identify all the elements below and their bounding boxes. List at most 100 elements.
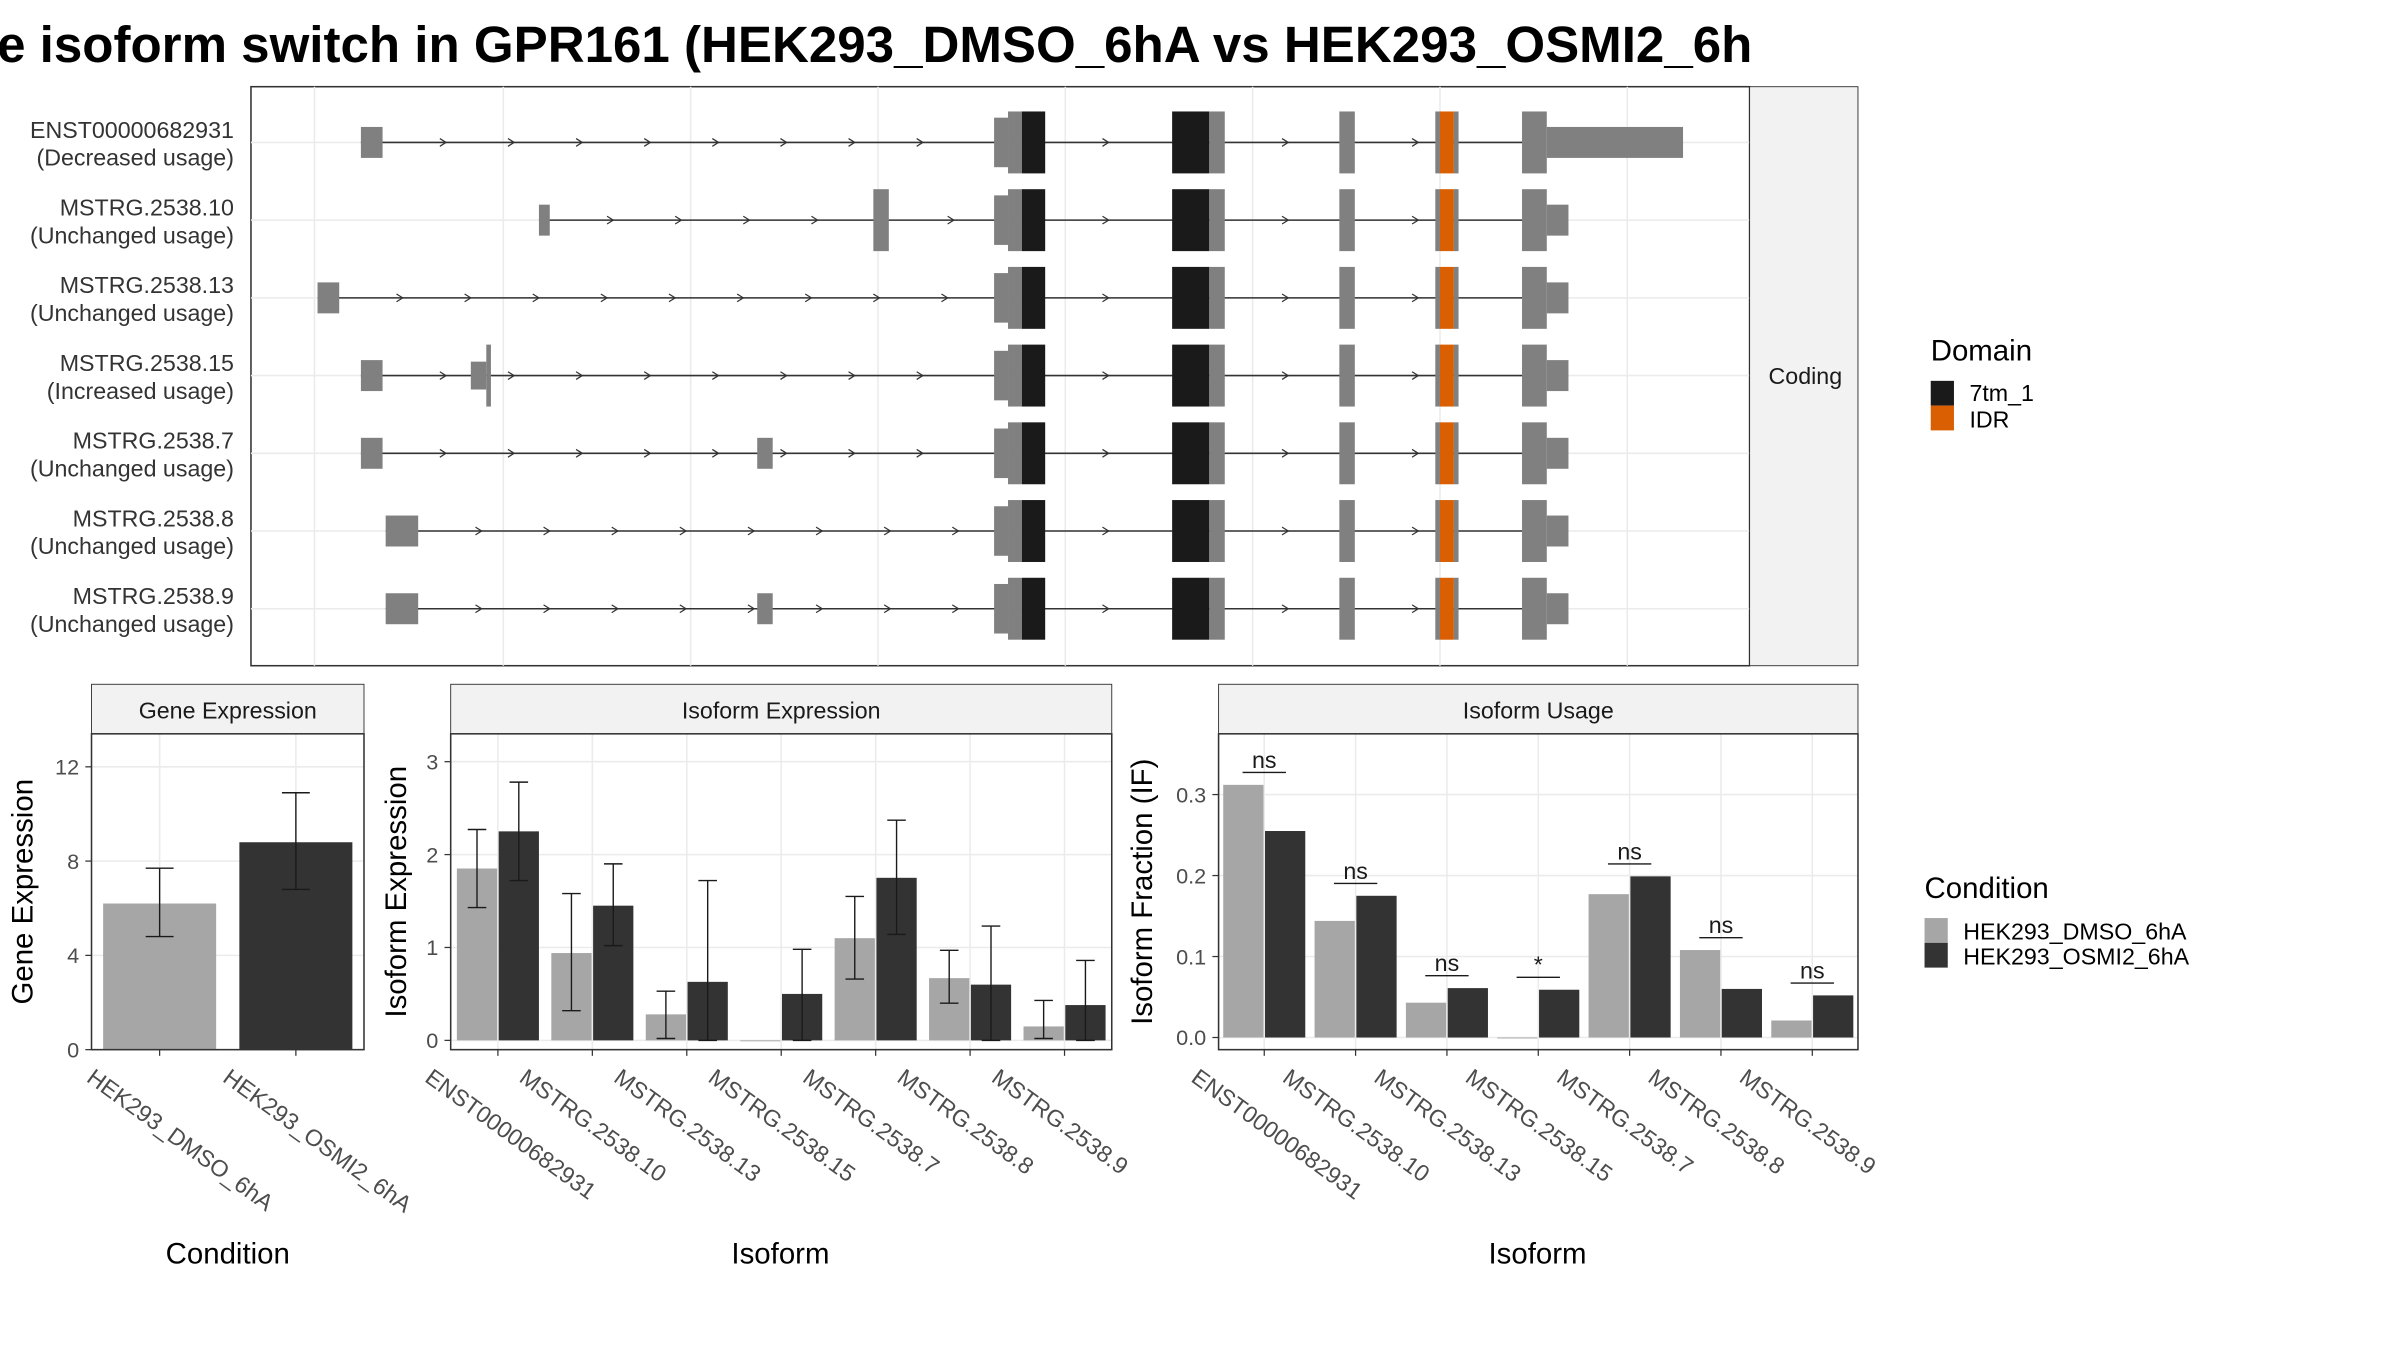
panel-border xyxy=(1217,733,1859,1051)
exon-utr xyxy=(994,273,1009,323)
intron-arrow xyxy=(575,138,584,147)
intron-arrow xyxy=(1281,138,1290,147)
exon-utr xyxy=(994,506,1009,556)
exon-utr xyxy=(994,195,1009,245)
exon-cds xyxy=(1453,577,1459,640)
exon-utr xyxy=(360,437,383,469)
exon-utr xyxy=(1546,126,1684,158)
domain-7tm-block xyxy=(1021,577,1046,640)
isoform-row: MSTRG.2538.10(Unchanged usage) xyxy=(30,189,1750,252)
bar xyxy=(1356,895,1397,1038)
domain-7tm-block xyxy=(1172,266,1210,329)
exon-cds xyxy=(1522,266,1547,329)
isoform-label: MSTRG.2538.8 xyxy=(73,505,234,531)
intron-arrow xyxy=(1281,448,1290,458)
intron-arrow xyxy=(815,526,824,536)
isoform-usage-label: (Unchanged usage) xyxy=(30,300,234,326)
exon-cds xyxy=(1435,344,1440,407)
intron-arrow xyxy=(711,138,720,147)
intron-arrow xyxy=(1411,215,1420,225)
intron-arrow xyxy=(1411,526,1420,536)
intron-arrow xyxy=(811,215,819,225)
bar xyxy=(1721,988,1762,1038)
exon-utr xyxy=(360,360,383,392)
domain-legend-title: Domain xyxy=(1931,335,2032,368)
intron-arrow xyxy=(1281,604,1290,614)
intron-arrow xyxy=(1411,371,1420,380)
bar xyxy=(1539,989,1580,1038)
exon-utr xyxy=(470,361,487,390)
intron-arrow xyxy=(711,448,720,458)
panel-strip xyxy=(450,683,1113,735)
intron-arrow xyxy=(643,138,652,147)
exon-cds xyxy=(1522,422,1547,485)
x-axis-title: Isoform xyxy=(731,1237,829,1270)
exon-utr xyxy=(994,583,1009,634)
intron-arrow xyxy=(611,604,620,614)
isoform-usage-label: (Unchanged usage) xyxy=(30,222,234,248)
bar xyxy=(1679,950,1721,1038)
intron-arrow xyxy=(507,371,516,380)
intron-arrow xyxy=(780,448,788,458)
x-axis-title: Condition xyxy=(166,1237,290,1270)
exon-cds xyxy=(1522,111,1547,174)
exon-utr xyxy=(385,593,419,625)
exon-utr xyxy=(1546,282,1569,314)
isoform-usage-label: (Unchanged usage) xyxy=(30,611,234,637)
isoform-label: ENST00000682931 xyxy=(30,117,234,143)
exon-utr xyxy=(994,117,1009,168)
exon-cds xyxy=(1209,500,1225,562)
intron-arrow xyxy=(873,293,881,303)
exon-cds xyxy=(1209,189,1225,252)
domain-7tm-block xyxy=(1021,344,1046,407)
bar xyxy=(1771,1020,1812,1038)
intron-arrow xyxy=(1102,526,1110,536)
isoform-row: MSTRG.2538.9(Unchanged usage) xyxy=(30,577,1750,640)
legend-label-idr: IDR xyxy=(1969,406,2009,432)
y-axis-title: Isoform Fraction (IF) xyxy=(1126,759,1159,1025)
y-tick-label: 0.0 xyxy=(1176,1025,1206,1050)
exon-cds xyxy=(1008,422,1022,485)
y-tick-label: 0.3 xyxy=(1176,782,1206,807)
intron-arrow xyxy=(1102,604,1110,614)
intron-arrow xyxy=(883,604,892,614)
exon-utr xyxy=(1546,593,1569,625)
y-axis-title: Isoform Expression xyxy=(380,766,413,1018)
legend-label-7tm-1: 7tm_1 xyxy=(1969,380,2034,406)
domain-7tm-block xyxy=(1021,266,1046,329)
intron-arrow xyxy=(1102,138,1110,147)
intron-arrow xyxy=(916,138,925,147)
panel-border xyxy=(449,733,1113,1051)
y-tick-label: 1 xyxy=(426,935,438,960)
exon-utr xyxy=(1546,360,1569,392)
exon-utr xyxy=(1546,437,1569,469)
isoform-row: MSTRG.2538.8(Unchanged usage) xyxy=(30,500,1750,562)
isoform-label: MSTRG.2538.13 xyxy=(60,272,234,298)
exon-utr xyxy=(360,126,383,158)
intron-arrow xyxy=(606,215,615,225)
intron-arrow xyxy=(951,526,960,536)
plot-title: e isoform switch in GPR161 (HEK293_DMSO_… xyxy=(0,16,1752,73)
intron-arrow xyxy=(439,448,448,458)
exon-cds xyxy=(1453,422,1459,485)
exon-cds xyxy=(1522,500,1547,562)
domain-7tm-block xyxy=(1021,111,1046,174)
exon-cds xyxy=(1453,111,1459,174)
exon-cds xyxy=(1339,266,1355,329)
bar xyxy=(1223,784,1264,1038)
exon-cds xyxy=(1339,344,1355,407)
bar xyxy=(1630,876,1671,1038)
exon-cds xyxy=(1339,111,1355,174)
intron-arrow xyxy=(679,604,688,614)
domain-7tm-block xyxy=(1021,500,1046,562)
exon-cds xyxy=(1453,344,1459,407)
intron-arrow xyxy=(1411,138,1420,147)
intron-arrow xyxy=(475,526,483,536)
exon-cds xyxy=(1522,344,1547,407)
isoform-label: MSTRG.2538.10 xyxy=(60,195,234,221)
intron-arrow xyxy=(464,293,472,303)
y-tick-label: 0 xyxy=(426,1028,438,1053)
panel-strip xyxy=(91,683,365,735)
y-tick-label: 3 xyxy=(426,749,438,774)
exon-cds xyxy=(1008,577,1022,640)
